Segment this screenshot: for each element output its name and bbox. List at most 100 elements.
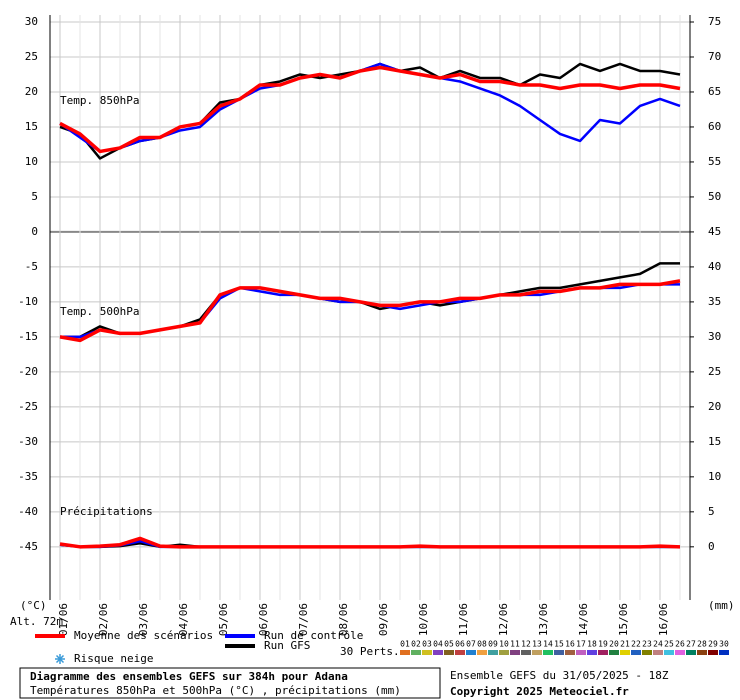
perturbation-label: 11 [510, 640, 520, 649]
y2-tick-label: 0 [708, 540, 715, 553]
x-tick-label: 03/06 [137, 603, 150, 636]
perturbation-swatch [576, 650, 586, 655]
perturbation-label: 16 [565, 640, 575, 649]
legend-label: Run de contrôle [264, 629, 363, 642]
perturbation-swatch [719, 650, 729, 655]
perturbation-label: 03 [422, 640, 432, 649]
panel-label: Temp. 500hPa [60, 305, 139, 318]
perturbation-label: 07 [466, 640, 476, 649]
perturbation-label: 01 [400, 640, 410, 649]
perturbation-swatch [598, 650, 608, 655]
y-tick-label: -30 [18, 435, 38, 448]
y-tick-label: -15 [18, 330, 38, 343]
x-tick-label: 10/06 [417, 603, 430, 636]
y2-tick-label: 35 [708, 295, 721, 308]
perturbation-label: 18 [587, 640, 597, 649]
x-tick-label: 11/06 [457, 603, 470, 636]
title-box [19, 667, 441, 699]
perturbation-swatch [543, 650, 553, 655]
perturbation-label: 26 [675, 640, 685, 649]
x-tick-label: 02/06 [97, 603, 110, 636]
perturbation-label: 27 [686, 640, 696, 649]
perturbation-swatch [664, 650, 674, 655]
perturbation-label: 09 [488, 640, 498, 649]
perturbation-label: 17 [576, 640, 586, 649]
perturbation-label: 15 [554, 640, 564, 649]
perturbation-swatch [554, 650, 564, 655]
perturbation-swatch [510, 650, 520, 655]
chart-subtitle: Températures 850hPa et 500hPa (°C) , pré… [30, 684, 401, 697]
y2-tick-label: 45 [708, 225, 721, 238]
perturbation-label: 13 [532, 640, 542, 649]
snow-icon [55, 654, 65, 664]
perturbation-swatch [609, 650, 619, 655]
y-tick-label: 20 [25, 85, 38, 98]
y2-tick-label: 60 [708, 120, 721, 133]
perturbation-swatch [521, 650, 531, 655]
x-tick-label: 01/06 [57, 603, 70, 636]
perturbation-label: 29 [708, 640, 718, 649]
perturbation-swatch [455, 650, 465, 655]
series-line [59, 279, 681, 343]
y2-tick-label: 10 [708, 470, 721, 483]
x-tick-label: 07/06 [297, 603, 310, 636]
perturbation-label: 30 [719, 640, 729, 649]
perturbation-swatch [477, 650, 487, 655]
perturbation-label: 22 [631, 640, 641, 649]
snow-label: Risque neige [74, 652, 153, 665]
perturbation-swatch [532, 650, 542, 655]
perturbation-label: 19 [598, 640, 608, 649]
y-tick-label: -25 [18, 400, 38, 413]
perturbation-swatch [565, 650, 575, 655]
y-tick-label: 5 [31, 190, 38, 203]
x-tick-label: 04/06 [177, 603, 190, 636]
y-tick-label: 0 [31, 225, 38, 238]
perturbation-label: 23 [642, 640, 652, 649]
perturbation-label: 02 [411, 640, 421, 649]
y2-tick-label: 65 [708, 85, 721, 98]
grid [50, 15, 690, 600]
y-tick-label: -10 [18, 295, 38, 308]
series-lines [59, 62, 681, 549]
perturbation-label: 12 [521, 640, 531, 649]
y-tick-label: 15 [25, 120, 38, 133]
y2-tick-label: 30 [708, 330, 721, 343]
perturbation-label: 05 [444, 640, 454, 649]
y-tick-label: 25 [25, 50, 38, 63]
y-tick-label: -20 [18, 365, 38, 378]
y2-tick-label: 50 [708, 190, 721, 203]
perturbation-swatch [620, 650, 630, 655]
panel-label: Temp. 850hPa [60, 94, 139, 107]
y-tick-label: -35 [18, 470, 38, 483]
y-tick-label: -45 [18, 540, 38, 553]
perturbation-swatch [499, 650, 509, 655]
y2-tick-label: 20 [708, 400, 721, 413]
run-label: Ensemble GEFS du 31/05/2025 - 18Z [450, 669, 669, 682]
perturbation-label: 04 [433, 640, 443, 649]
x-tick-label: 05/06 [217, 603, 230, 636]
x-tick-label: 08/06 [337, 603, 350, 636]
perturbation-label: 21 [620, 640, 630, 649]
perturbation-label: 28 [697, 640, 707, 649]
perturbation-swatch [422, 650, 432, 655]
y-tick-label: 30 [25, 15, 38, 28]
perturbation-swatch [400, 650, 410, 655]
y2-tick-label: 15 [708, 435, 721, 448]
perturbation-swatch [444, 650, 454, 655]
perturbations-label: 30 Perts. [340, 645, 400, 658]
copyright: Copyright 2025 Meteociel.fr [450, 685, 629, 698]
perturbation-swatch [466, 650, 476, 655]
y2-tick-label: 55 [708, 155, 721, 168]
x-tick-label: 14/06 [577, 603, 590, 636]
perturbation-swatch [411, 650, 421, 655]
perturbation-label: 10 [499, 640, 509, 649]
x-tick-label: 12/06 [497, 603, 510, 636]
perturbation-swatch [653, 650, 663, 655]
plot-area [50, 15, 690, 600]
y-tick-label: 10 [25, 155, 38, 168]
altitude: Alt. 72m [10, 615, 63, 628]
y-axis-label: (°C) [20, 599, 47, 612]
perturbation-label: 14 [543, 640, 553, 649]
perturbation-label: 24 [653, 640, 663, 649]
